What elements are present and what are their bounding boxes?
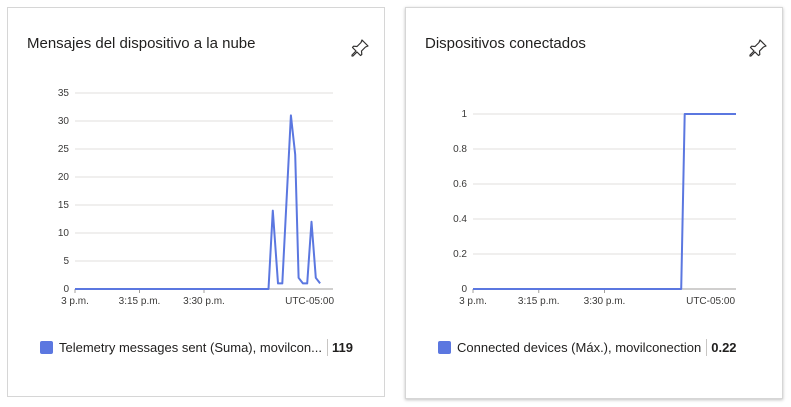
legend-separator — [326, 339, 328, 356]
y-tick-label: 5 — [63, 256, 69, 267]
x-tick-label: 3 p.m. — [459, 296, 487, 307]
series-line — [473, 113, 736, 290]
y-tick-label: 0.2 — [453, 249, 467, 260]
y-tick-label: 0 — [461, 284, 467, 295]
tile-title: Dispositivos conectados — [425, 35, 586, 52]
y-tick-label: 35 — [58, 88, 70, 99]
telemetry-line-chart: 35 30 25 20 15 10 5 03 p.m. 3:15 p.m. 3:30 p.m. UT… — [58, 88, 335, 307]
legend-swatch — [438, 341, 451, 354]
timezone-label: UTC-05:00 — [285, 296, 334, 307]
x-tick-label: 3:15 p.m. — [119, 296, 161, 307]
legend-value: 0.22 — [711, 340, 737, 355]
y-tick-label: 20 — [58, 172, 70, 183]
pin-icon[interactable] — [350, 38, 370, 58]
connected-devices-line-chart: 1 0.8 0.6 0.4 0.2 03 p.m. 3:15 p.m. 3:30 p.m. UT… — [453, 109, 736, 307]
legend-separator — [706, 339, 708, 356]
legend-value: 119 — [331, 340, 353, 355]
y-tick-label: 1 — [461, 109, 467, 120]
connected-devices-tile: Dispositivos conectados 1 0.8 0.6 0.4 0.2 0 3 … — [405, 7, 783, 399]
x-tick-label: 3:15 p.m. — [518, 296, 560, 307]
series-line — [75, 114, 321, 290]
y-tick-label: 15 — [58, 200, 70, 211]
legend[interactable]: Telemetry messages sent (Suma), movilcon… — [40, 339, 353, 356]
y-tick-label: 10 — [58, 228, 70, 239]
legend[interactable]: Connected devices (Máx.), movilconection… — [438, 339, 737, 356]
y-tick-label: 30 — [58, 116, 70, 127]
y-tick-label: 25 — [58, 144, 70, 155]
legend-label: Connected devices (Máx.), movilconection — [457, 340, 702, 355]
pin-icon[interactable] — [748, 38, 768, 58]
y-tick-label: 0.6 — [453, 179, 467, 190]
x-tick-label: 3:30 p.m. — [183, 296, 225, 307]
legend-label: Telemetry messages sent (Suma), movilcon… — [59, 340, 322, 355]
x-tick-label: 3:30 p.m. — [584, 296, 626, 307]
y-tick-label: 0 — [63, 284, 69, 295]
y-tick-label: 0.4 — [453, 214, 467, 225]
telemetry-chart-tile: Mensajes del dispositivo a la nube 35 30 2… — [7, 7, 385, 397]
timezone-label: UTC-05:00 — [686, 296, 735, 307]
legend-swatch — [40, 341, 53, 354]
y-tick-label: 0.8 — [453, 144, 467, 155]
tile-title: Mensajes del dispositivo a la nube — [27, 35, 256, 52]
x-tick-label: 3 p.m. — [61, 296, 89, 307]
